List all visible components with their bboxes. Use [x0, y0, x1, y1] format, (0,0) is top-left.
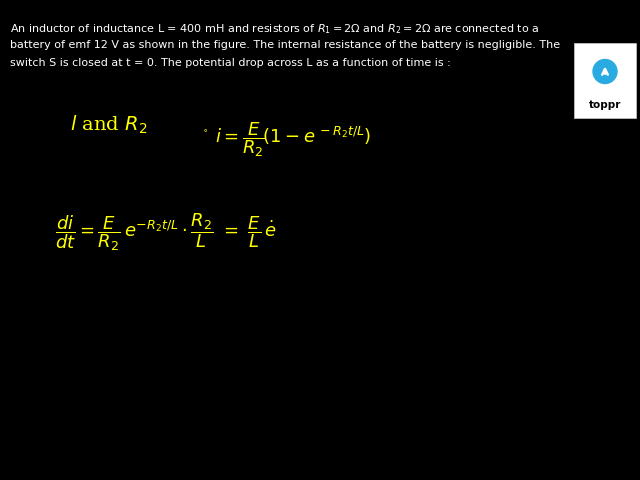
- Circle shape: [593, 60, 617, 84]
- Text: $\mathit{i} = \dfrac{E}{R_2}\!\left(1 - e^{\,-R_2 t/L}\right)$: $\mathit{i} = \dfrac{E}{R_2}\!\left(1 - …: [215, 120, 371, 159]
- Text: toppr: toppr: [589, 99, 621, 109]
- Text: $\circ$: $\circ$: [202, 125, 208, 134]
- Text: battery of emf 12 V as shown in the figure. The internal resistance of the batte: battery of emf 12 V as shown in the figu…: [10, 40, 560, 50]
- Text: $\mathit{l}$ and $\mathit{R}_2$: $\mathit{l}$ and $\mathit{R}_2$: [70, 114, 147, 136]
- Text: $\dfrac{d\mathit{i}}{dt} = \dfrac{E}{R_2}\, e^{-R_2 t/L}\cdot\dfrac{R_2}{L}\ =\ : $\dfrac{d\mathit{i}}{dt} = \dfrac{E}{R_2…: [55, 211, 276, 253]
- Text: An inductor of inductance L = 400 mH and resistors of $R_1 = 2\Omega$ and $R_2 =: An inductor of inductance L = 400 mH and…: [10, 22, 540, 36]
- Text: switch S is closed at t = 0. The potential drop across L as a function of time i: switch S is closed at t = 0. The potenti…: [10, 58, 451, 68]
- FancyBboxPatch shape: [574, 43, 636, 118]
